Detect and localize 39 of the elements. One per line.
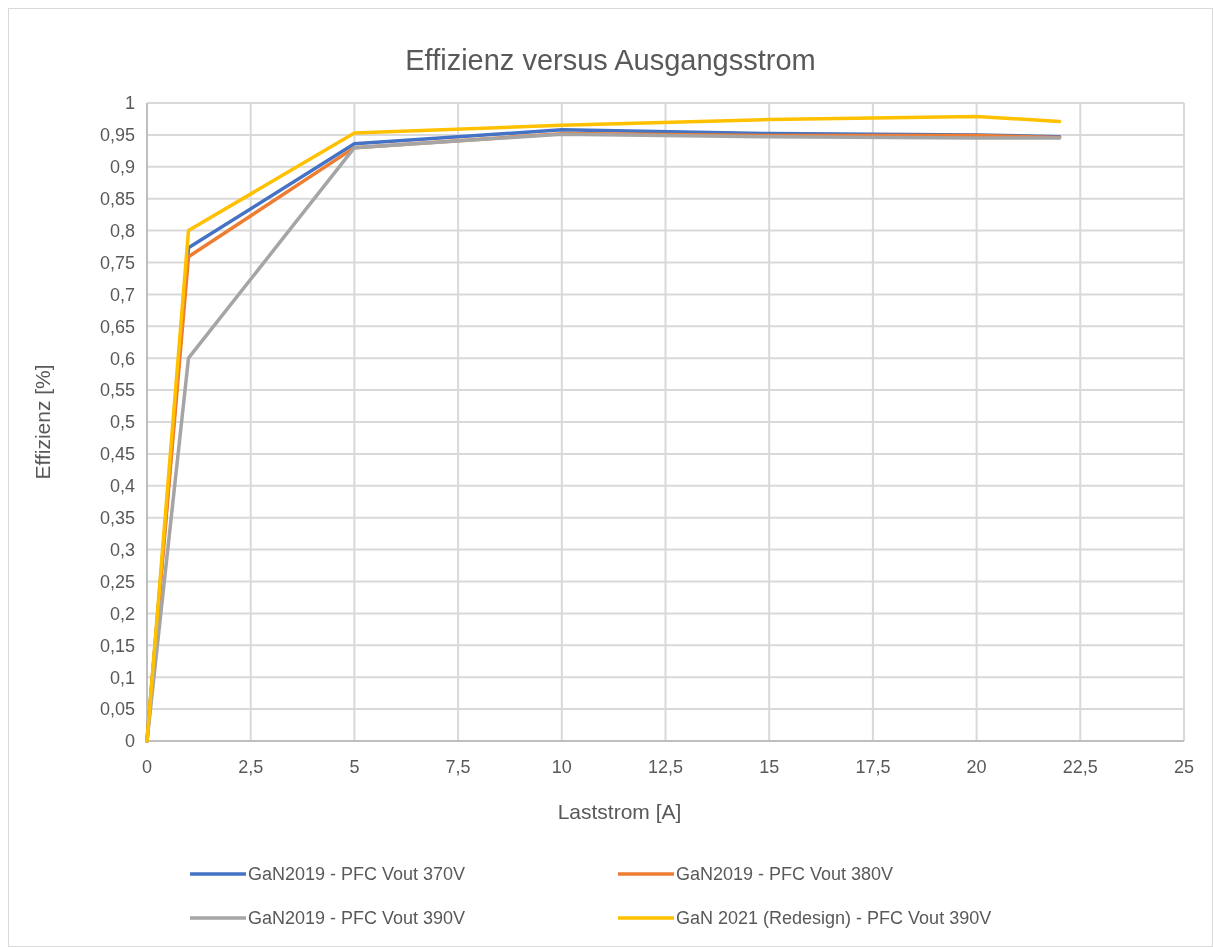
chart-title: Effizienz versus Ausgangsstrom bbox=[405, 44, 816, 76]
x-tick-label: 10 bbox=[551, 757, 572, 777]
x-tick-label: 22,5 bbox=[1062, 757, 1098, 777]
x-tick-label: 5 bbox=[349, 757, 360, 777]
y-tick-label: 0,4 bbox=[109, 476, 135, 497]
y-tick-label: 0,85 bbox=[99, 189, 135, 209]
y-tick-label: 0,75 bbox=[99, 252, 135, 273]
y-tick-label: 0,7 bbox=[109, 284, 135, 305]
x-tick-label: 0 bbox=[141, 757, 153, 777]
y-tick-label: 0,6 bbox=[109, 348, 135, 369]
x-tick-label: 2,5 bbox=[238, 757, 264, 777]
legend-label: GaN2019 - PFC Vout 390V bbox=[248, 908, 466, 929]
x-tick-label: 17,5 bbox=[855, 757, 891, 777]
y-tick-label: 0,95 bbox=[99, 125, 135, 146]
y-tick-label: 0,8 bbox=[109, 220, 135, 241]
y-tick-label: 1 bbox=[124, 93, 135, 114]
legend-label: GaN2019 - PFC Vout 370V bbox=[248, 864, 466, 885]
y-tick-label: 0,15 bbox=[99, 635, 135, 656]
x-tick-label: 7,5 bbox=[445, 757, 471, 777]
y-tick-label: 0,2 bbox=[109, 603, 135, 624]
x-tick-label: 20 bbox=[966, 757, 987, 777]
legend-label: GaN 2021 (Redesign) - PFC Vout 390V bbox=[676, 908, 992, 929]
x-tick-label: 15 bbox=[759, 757, 780, 777]
x-tick-label: 25 bbox=[1173, 757, 1195, 777]
y-tick-label: 0,35 bbox=[99, 508, 135, 528]
y-tick-label: 0,65 bbox=[99, 316, 135, 337]
y-tick-label: 0,9 bbox=[109, 157, 135, 178]
y-tick-label: 0,1 bbox=[109, 667, 135, 688]
y-tick-label: 0,5 bbox=[109, 412, 135, 433]
y-tick-label: 0,25 bbox=[99, 571, 135, 592]
y-tick-label: 0,55 bbox=[99, 380, 135, 401]
legend-label: GaN2019 - PFC Vout 380V bbox=[676, 864, 894, 885]
x-axis-title: Laststrom [A] bbox=[557, 800, 682, 823]
y-tick-label: 0,05 bbox=[99, 699, 135, 720]
y-tick-label: 0 bbox=[124, 731, 135, 752]
x-tick-label: 12,5 bbox=[647, 757, 684, 777]
y-tick-label: 0,3 bbox=[109, 539, 135, 560]
y-axis-title: Effizienz [%] bbox=[31, 364, 54, 480]
y-tick-label: 0,45 bbox=[99, 444, 135, 465]
